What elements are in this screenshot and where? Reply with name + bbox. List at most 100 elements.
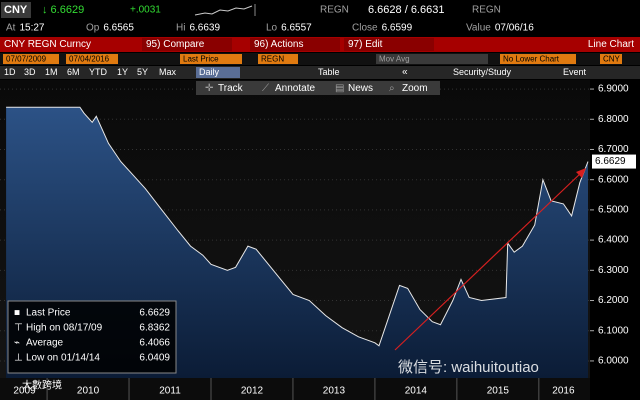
x-tick-label: 2011: [159, 386, 181, 397]
y-tick-label: 6.7000: [598, 144, 629, 155]
tools: Track Annotate News Zoom ✛ ⟋ ▤ ⌕: [205, 83, 428, 94]
period-button[interactable]: 1D: [4, 67, 16, 77]
menu-item[interactable]: 97) Edit: [348, 39, 383, 50]
quote-value: 07/06/16: [495, 23, 534, 34]
x-tick-label: 2016: [552, 386, 575, 397]
legend-box: [7, 300, 177, 374]
input-box[interactable]: [66, 54, 118, 64]
tool-button[interactable]: Zoom: [402, 83, 428, 94]
tool-button[interactable]: Annotate: [275, 83, 315, 94]
x-tick-label: 2010: [77, 386, 100, 397]
input-box[interactable]: [258, 54, 298, 64]
tool-icon: ✛: [205, 83, 214, 94]
price: ↓ 6.6629: [42, 4, 84, 16]
period-button[interactable]: 1M: [45, 67, 58, 77]
legend-icon: ⊥: [14, 353, 23, 364]
input-text[interactable]: CNY: [603, 55, 621, 64]
tool-bar: [196, 81, 440, 95]
quote-value: 15:27: [19, 23, 44, 34]
x-tick-label: 2013: [323, 386, 346, 397]
legend-label: High on 08/17/09: [26, 323, 103, 334]
menu-item[interactable]: 95) Compare: [146, 39, 205, 50]
menu-button[interactable]: [142, 38, 232, 51]
quote-label: At: [6, 23, 16, 34]
input-text[interactable]: Last Price: [183, 55, 219, 64]
menu-item[interactable]: 96) Actions: [254, 39, 303, 50]
menu-item[interactable]: Line Chart: [588, 39, 634, 50]
legend-icon: ■: [14, 308, 20, 319]
last-price-label: 6.6629: [595, 156, 626, 167]
period-button[interactable]: 3D: [24, 67, 36, 77]
source: REGN: [320, 5, 349, 16]
quote-value: 6.6557: [281, 23, 312, 34]
ticker-bar: [0, 0, 640, 20]
quote-value: 6.6599: [382, 23, 413, 34]
x-tick-label: 2012: [241, 386, 264, 397]
quote-label: Hi: [176, 23, 185, 34]
ticker-box: [1, 2, 31, 18]
toolbar-button[interactable]: Event: [563, 67, 587, 77]
change: +.0031: [130, 5, 161, 16]
input-text[interactable]: 07/07/2009: [6, 55, 47, 64]
quote-label: Op: [86, 23, 100, 34]
legend-label: Low on 01/14/14: [26, 353, 100, 364]
toolbar-button[interactable]: Security/Study: [453, 67, 512, 77]
y-tick-label: 6.8000: [598, 114, 629, 125]
quote-label: Close: [352, 23, 378, 34]
quote-row: At 15:27 Op 6.6565 Hi 6.6639 Lo 6.6557 Close 6.65…: [6, 23, 534, 34]
input-text[interactable]: No Lower Chart: [503, 55, 560, 64]
y-tick-label: 6.0000: [598, 356, 629, 367]
period-select[interactable]: [196, 67, 240, 78]
x-tick-label: 2015: [487, 386, 510, 397]
arrow-head: [576, 168, 586, 178]
legend-label: Last Price: [26, 308, 71, 319]
quote-label: Lo: [266, 23, 278, 34]
ticker: CNY: [4, 4, 28, 16]
input-box[interactable]: [376, 54, 488, 64]
quote-label: Value: [466, 23, 491, 34]
bid-ask: 6.6628 / 6.6631: [368, 4, 444, 16]
legend-value: 6.8362: [139, 323, 170, 334]
menu-button[interactable]: [250, 38, 340, 51]
periods: 1D 3D 1M 6M YTD 1Y 5Y Max Daily Table Security/Stu…: [4, 67, 587, 78]
y-tick-label: 6.1000: [598, 325, 629, 336]
tool-button[interactable]: News: [348, 83, 373, 94]
y-axis-band: [590, 80, 640, 400]
trend-arrow: [394, 171, 583, 351]
collapse-icon[interactable]: «: [402, 67, 408, 78]
source: REGN: [472, 5, 501, 16]
input-box[interactable]: [600, 54, 622, 64]
period-button[interactable]: Daily: [199, 67, 220, 77]
last-price-tag: [592, 154, 636, 169]
period-bar: [0, 66, 640, 79]
period-button[interactable]: 6M: [67, 67, 80, 77]
period-button[interactable]: 5Y: [137, 67, 148, 77]
x-tick-label: 2009: [13, 386, 36, 397]
price-line: [6, 106, 589, 347]
menu: CNY REGN Curncy 95) Compare 96) Actions 97)…: [4, 38, 634, 51]
input-text[interactable]: Mov Avg: [379, 55, 410, 64]
input-box[interactable]: [3, 54, 59, 64]
input-box[interactable]: [180, 54, 242, 64]
tool-icon: ▤: [335, 83, 344, 94]
legend-value: 6.6629: [139, 308, 170, 319]
input-box[interactable]: [500, 54, 576, 64]
y-tick-label: 6.6000: [598, 174, 629, 185]
legend-icon: ⌁: [14, 338, 20, 349]
period-button[interactable]: YTD: [89, 67, 108, 77]
toolbar-button[interactable]: Table: [318, 67, 340, 77]
menu-button[interactable]: [344, 38, 434, 51]
tool-icon: ⌕: [389, 83, 395, 94]
y-tick-label: 6.3000: [598, 265, 629, 276]
sparkline: [194, 5, 253, 16]
input-text[interactable]: 07/04/2016: [69, 55, 110, 64]
x-axis-band: [0, 378, 590, 400]
y-tick-label: 6.2000: [598, 295, 629, 306]
stats: ■ Last Price 6.6629 ⊤ High on 08/17/09 6.8362…: [14, 308, 170, 364]
watermark: 大數跨境: [22, 379, 62, 392]
period-button[interactable]: Max: [159, 67, 177, 77]
tool-button[interactable]: Track: [218, 83, 244, 94]
input-text[interactable]: REGN: [261, 55, 284, 64]
period-button[interactable]: 1Y: [117, 67, 128, 77]
